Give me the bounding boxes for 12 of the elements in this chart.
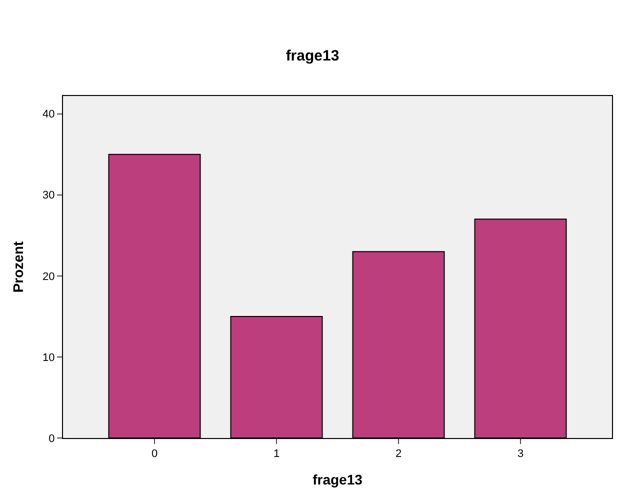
y-tick-label: 30: [42, 190, 55, 202]
x-tick-label: 3: [517, 448, 524, 460]
y-tick-label: 0: [48, 432, 55, 445]
x-tick-label: 1: [273, 448, 280, 460]
y-tick-label: 10: [42, 352, 55, 364]
y-tick-label: 20: [42, 270, 55, 283]
y-axis-title: Prozent: [10, 240, 26, 293]
x-tick-label: 2: [395, 448, 402, 460]
chart-title: frage13: [286, 48, 340, 64]
x-axis-title: frage13: [312, 472, 363, 488]
y-tick-label: 40: [42, 108, 55, 121]
x-tick-label: 0: [151, 448, 158, 460]
